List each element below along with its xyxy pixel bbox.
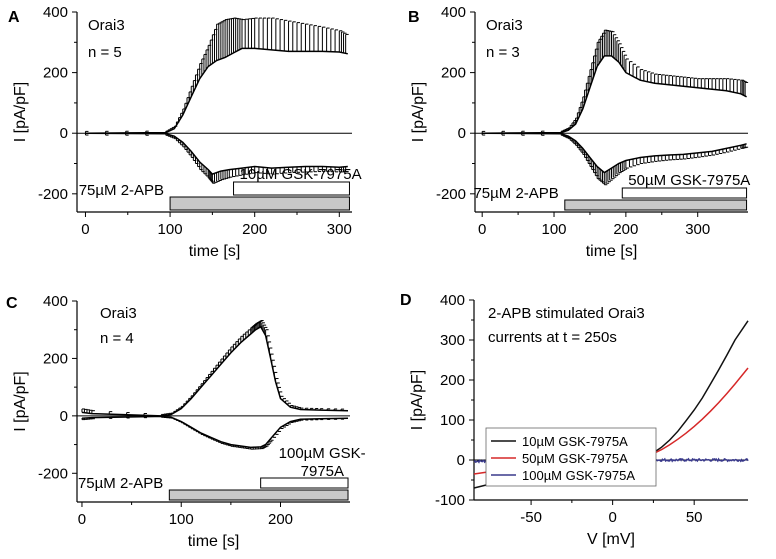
y-tick-label: 400 <box>43 4 68 21</box>
application-bar-filled <box>564 199 748 211</box>
annotation: n = 3 <box>486 44 520 61</box>
legend-box <box>485 427 657 487</box>
application-bar-open <box>260 477 349 489</box>
y-tick-label: 400 <box>43 293 68 310</box>
y-axis-label: I [pA/pF] <box>12 371 29 431</box>
y-axis-label: I [pA/pF] <box>12 82 29 142</box>
legend-entry: 10µM GSK-7975A <box>522 434 628 449</box>
y-axis-label: I [pA/pF] <box>409 370 426 430</box>
annotation: Orai3 <box>100 305 137 322</box>
x-tick-label: 0 <box>78 511 86 528</box>
application-label: 75µM 2-APB <box>79 182 164 199</box>
y-tick-label: 200 <box>440 372 465 389</box>
annotation: n = 5 <box>88 44 122 61</box>
x-tick-label: -50 <box>520 509 542 526</box>
application-bar-open <box>621 187 748 199</box>
panel-label: C <box>6 295 18 312</box>
panel-label: B <box>408 9 420 26</box>
x-tick-label: 50 <box>686 509 703 526</box>
x-tick-label: 300 <box>327 221 352 238</box>
series-line-outward <box>482 55 747 134</box>
y-tick-label: 200 <box>441 65 466 82</box>
x-tick-label: 200 <box>268 511 293 528</box>
annotation: n = 4 <box>100 330 134 347</box>
x-tick-label: 300 <box>685 221 710 238</box>
y-axis-label: I [pA/pF] <box>410 82 427 142</box>
x-tick-label: 200 <box>242 221 267 238</box>
application-bar-open <box>233 181 350 196</box>
y-tick-label: 0 <box>60 408 68 425</box>
panel-c: C -200 0 200 400 0 100 200 time [s] I [pA/pF] Orai… <box>6 293 366 550</box>
panel-label: D <box>400 292 412 309</box>
application-label: 75µM 2-APB <box>78 475 163 492</box>
panel-b: B -200 0 200 400 0 100 200 300 time [s] I [pA/pF] O… <box>408 4 750 260</box>
y-tick-label: -200 <box>436 186 466 203</box>
y-tick-label: -200 <box>38 465 68 482</box>
x-tick-label: 200 <box>613 221 638 238</box>
x-axis-label: time [s] <box>586 243 638 260</box>
panel-d: D -100 0 100 200 300 400 -50 0 50 V [mV] I [pA/pF] 2… <box>400 292 749 548</box>
legend-entry: 50µM GSK-7975A <box>522 451 628 466</box>
y-tick-label: 0 <box>457 452 465 469</box>
y-tick-label: 100 <box>440 412 465 429</box>
annotation: currents at t = 250s <box>488 329 617 346</box>
application-bar-filled <box>169 196 350 211</box>
series-line-inward <box>81 415 349 449</box>
y-tick-label: 0 <box>458 125 466 142</box>
legend-entry: 100µM GSK-7975A <box>522 468 635 483</box>
annotation: 2-APB stimulated Orai3 <box>488 305 645 322</box>
x-tick-label: 100 <box>158 221 183 238</box>
annotation: Orai3 <box>486 17 523 34</box>
y-tick-label: 200 <box>43 65 68 82</box>
annotation: Orai3 <box>88 17 125 34</box>
application-bar-filled <box>168 489 349 501</box>
y-tick-label: 0 <box>60 125 68 142</box>
x-tick-label: 0 <box>81 221 89 238</box>
application-label: 7975A <box>301 463 344 480</box>
y-tick-label: -100 <box>435 492 465 509</box>
x-axis-label: V [mV] <box>587 531 635 548</box>
panel-label: A <box>8 9 20 26</box>
application-label: 50µM GSK-7975A <box>628 172 750 189</box>
x-axis-label: time [s] <box>189 243 241 260</box>
x-tick-label: 100 <box>542 221 567 238</box>
panel-a: A -200 0 200 400 0 100 200 300 time [s] I [pA/pF] O… <box>8 4 362 260</box>
application-label: 100µM GSK- <box>279 445 366 462</box>
series-line-outward <box>85 47 348 134</box>
y-tick-label: 300 <box>440 332 465 349</box>
series-line-inward <box>482 132 747 174</box>
x-tick-label: 0 <box>478 221 486 238</box>
x-tick-label: 100 <box>169 511 194 528</box>
application-label: 75µM 2-APB <box>473 185 558 202</box>
y-tick-label: -200 <box>38 186 68 203</box>
x-axis-label: time [s] <box>188 533 240 550</box>
x-tick-label: 0 <box>608 509 616 526</box>
y-tick-label: 400 <box>441 4 466 21</box>
y-tick-label: 200 <box>43 350 68 367</box>
y-tick-label: 400 <box>440 292 465 309</box>
